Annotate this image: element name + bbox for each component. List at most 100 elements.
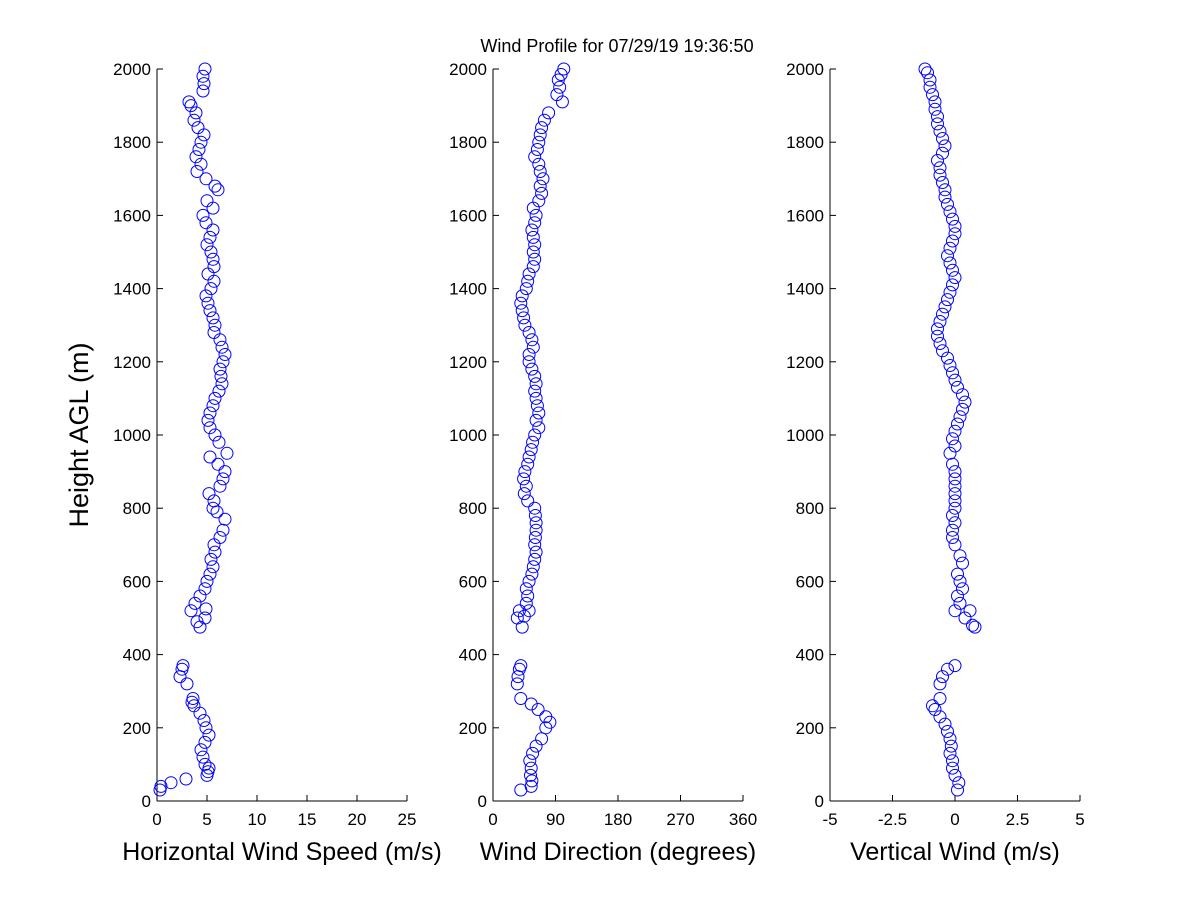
vertical-data-point bbox=[968, 620, 982, 634]
speed-ytick-label: 1200 bbox=[113, 353, 151, 372]
direction-data-point bbox=[512, 604, 526, 618]
direction-data-point bbox=[526, 245, 540, 259]
vertical-ytick-label: 200 bbox=[796, 719, 824, 738]
speed-data-point bbox=[204, 245, 218, 259]
speed-data-point bbox=[154, 779, 168, 793]
vertical-data-point bbox=[951, 380, 964, 394]
direction-ytick-label: 1800 bbox=[449, 133, 487, 152]
vertical-data-point bbox=[948, 659, 962, 673]
speed-data-point bbox=[187, 699, 201, 713]
vertical-data-point bbox=[928, 95, 942, 109]
speed-data-point bbox=[207, 538, 221, 552]
direction-data-point bbox=[514, 659, 528, 673]
speed-data-point bbox=[220, 446, 234, 460]
vertical-xtick-label: -5 bbox=[822, 810, 837, 829]
speed-data-point bbox=[208, 318, 222, 332]
vertical-ytick-label: 1200 bbox=[786, 353, 824, 372]
vertical-data-point bbox=[943, 359, 957, 372]
speed-data-point bbox=[206, 560, 220, 574]
vertical-data-point bbox=[948, 227, 962, 241]
direction-data-point bbox=[528, 509, 542, 522]
speed-data-point bbox=[212, 435, 226, 449]
speed-xtick-label: 15 bbox=[298, 810, 317, 829]
direction-data-point bbox=[525, 567, 539, 581]
vertical-data-point bbox=[943, 732, 957, 746]
direction-data-point bbox=[542, 106, 556, 120]
speed-data-point bbox=[202, 487, 216, 501]
vertical-data-point bbox=[953, 596, 967, 610]
speed-ytick-label: 800 bbox=[123, 499, 151, 518]
direction-data-point bbox=[530, 399, 544, 413]
vertical-data-point bbox=[946, 509, 959, 522]
speed-data-point bbox=[201, 413, 215, 427]
direction-data-point bbox=[529, 391, 543, 405]
speed-data-point bbox=[190, 165, 204, 178]
direction-data-point bbox=[553, 80, 567, 94]
speed-ytick-label: 1400 bbox=[113, 280, 151, 299]
speed-data-point bbox=[203, 421, 217, 435]
direction-data-point bbox=[528, 150, 542, 164]
vertical-data-point bbox=[946, 457, 959, 471]
direction-data-point bbox=[519, 282, 533, 296]
speed-data-point bbox=[207, 494, 221, 508]
vertical-x-axis-label: Vertical Wind (m/s) bbox=[850, 838, 1060, 866]
direction-data-point bbox=[535, 732, 549, 746]
vertical-ytick-label: 2000 bbox=[786, 60, 824, 79]
speed-data-point bbox=[212, 384, 226, 398]
direction-data-point bbox=[518, 465, 532, 479]
vertical-data-point bbox=[948, 439, 962, 453]
vertical-data-point bbox=[946, 212, 959, 226]
speed-xtick-label: 5 bbox=[202, 810, 211, 829]
vertical-data-point bbox=[946, 761, 959, 775]
speed-ytick-label: 600 bbox=[123, 572, 151, 591]
vertical-data-point bbox=[958, 611, 972, 625]
direction-data-point bbox=[535, 121, 549, 135]
vertical-data-point bbox=[951, 589, 964, 603]
direction-data-point bbox=[521, 457, 535, 471]
speed-data-point bbox=[204, 282, 218, 296]
vertical-data-point bbox=[941, 293, 954, 307]
vertical-data-point bbox=[948, 538, 962, 552]
direction-data-point bbox=[521, 494, 535, 508]
direction-data-point bbox=[528, 238, 542, 252]
speed-data-point bbox=[211, 183, 225, 197]
speed-data-point bbox=[201, 296, 215, 310]
vertical-data-point bbox=[936, 344, 949, 358]
direction-data-point bbox=[517, 487, 531, 501]
speed-data-point bbox=[184, 99, 198, 113]
vertical-data-point bbox=[933, 161, 947, 175]
direction-data-point bbox=[535, 186, 549, 200]
direction-data-point bbox=[522, 574, 536, 588]
speed-data-point bbox=[203, 450, 217, 464]
vertical-data-point bbox=[938, 300, 952, 314]
vertical-data-point bbox=[933, 315, 947, 328]
vertical-data-point bbox=[948, 487, 962, 501]
speed-data-point bbox=[186, 692, 200, 705]
y-axis-label: Height AGL (m) bbox=[64, 342, 94, 527]
vertical-data-point bbox=[943, 446, 957, 460]
speed-data-point bbox=[211, 457, 225, 471]
vertical-xtick-label: 5 bbox=[1075, 810, 1084, 829]
vertical-data-point bbox=[936, 146, 949, 160]
vertical-data-point bbox=[933, 168, 947, 182]
direction-data-point bbox=[515, 620, 529, 634]
vertical-data-point bbox=[931, 322, 944, 336]
speed-data-point bbox=[198, 757, 212, 771]
panel-speed: 0 200 400 600 800 1000 1200 1400 1600 1800 2000 0 5 1… bbox=[113, 60, 442, 866]
speed-data-point bbox=[184, 604, 198, 618]
direction-data-point bbox=[529, 413, 543, 427]
vertical-data-point bbox=[948, 768, 962, 782]
speed-xtick-label: 25 bbox=[398, 810, 417, 829]
direction-data-point bbox=[522, 355, 536, 369]
direction-ytick-label: 200 bbox=[459, 719, 487, 738]
speed-ytick-label: 200 bbox=[123, 719, 151, 738]
speed-data-point bbox=[193, 706, 207, 720]
vertical-ytick-label: 1400 bbox=[786, 280, 824, 299]
vertical-data-point bbox=[938, 190, 952, 204]
vertical-data-point bbox=[946, 278, 959, 292]
direction-data-point bbox=[510, 677, 524, 691]
speed-x-axis-label: Horizontal Wind Speed (m/s) bbox=[122, 838, 442, 866]
vertical-data-point bbox=[926, 88, 939, 102]
vertical-data-point bbox=[966, 618, 979, 632]
direction-data-point bbox=[532, 135, 546, 149]
